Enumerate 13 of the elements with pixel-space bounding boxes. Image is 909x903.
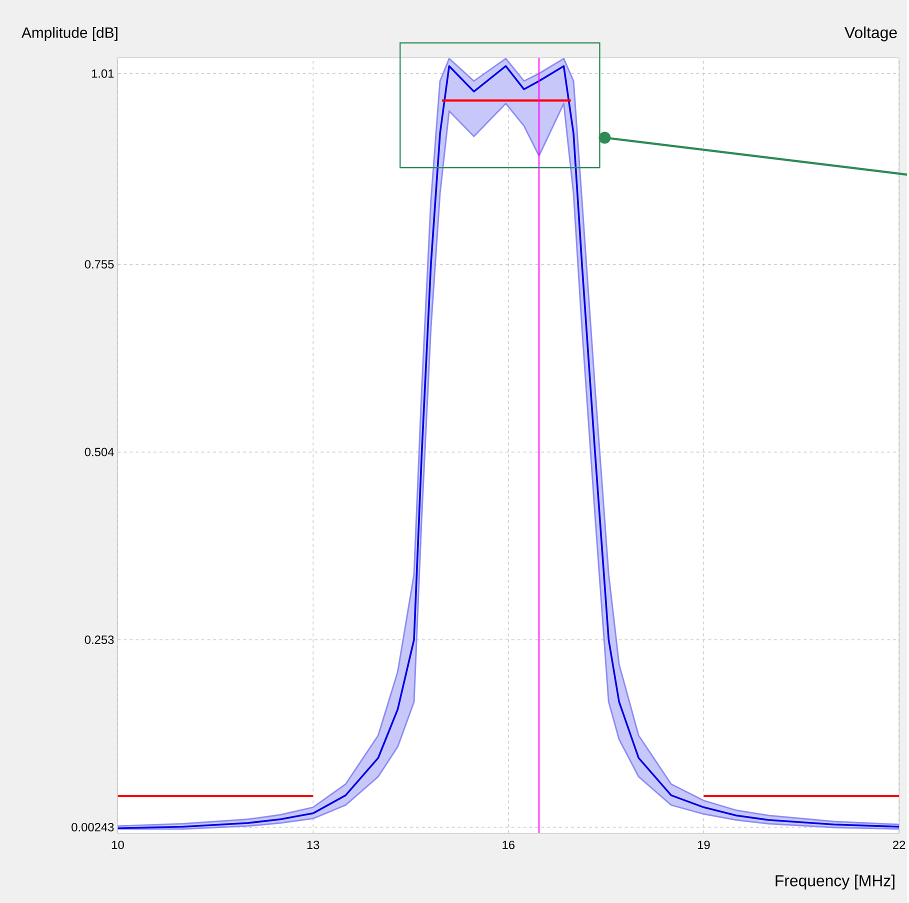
- x-tick-label: 16: [502, 840, 515, 850]
- x-axis-title: Frequency [MHz]: [776, 874, 894, 890]
- x-tick-label: 13: [307, 840, 320, 850]
- y-tick-label: 0.755: [84, 260, 114, 268]
- y-tick-label: 0.504: [84, 448, 114, 456]
- x-tick-label: 19: [698, 840, 710, 850]
- chart-title: Voltage: [844, 26, 897, 42]
- y-axis-title: Amplitude [dB]: [22, 26, 118, 41]
- y-tick-label: 0.253: [84, 636, 114, 644]
- x-tick-label: 22: [893, 840, 906, 849]
- x-tick-label: 10: [112, 840, 124, 850]
- y-tick-label: 0.00243: [72, 822, 114, 832]
- y-tick-label: 1.01: [92, 69, 114, 78]
